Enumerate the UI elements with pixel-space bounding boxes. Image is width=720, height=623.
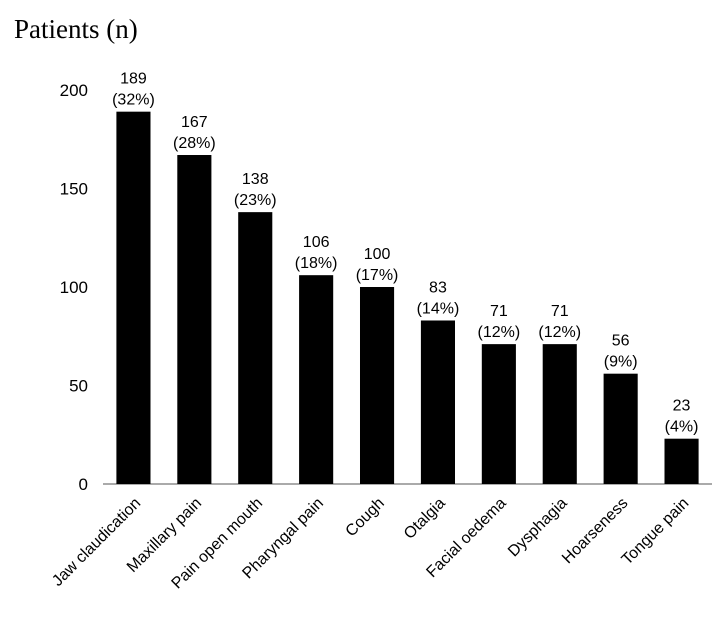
y-tick-label: 50 bbox=[69, 377, 88, 396]
y-tick-label: 150 bbox=[60, 180, 88, 199]
bar bbox=[420, 320, 456, 484]
y-tick-label: 0 bbox=[79, 475, 88, 494]
bar-value-label: 56 bbox=[612, 333, 630, 350]
bar bbox=[359, 287, 395, 484]
bar-percent-label: (9%) bbox=[604, 354, 638, 371]
bar-percent-label: (4%) bbox=[665, 419, 699, 436]
bar bbox=[542, 344, 577, 484]
bar bbox=[177, 155, 212, 484]
bar-percent-label: (12%) bbox=[538, 324, 581, 341]
data-labels-group: 189 (32%) 167 (28%) 138 (23%) 106 (18%) 100 (17%)… bbox=[112, 71, 698, 436]
bar-value-label: 189 bbox=[120, 71, 147, 88]
bar-percent-label: (14%) bbox=[417, 300, 460, 317]
bar-percent-label: (17%) bbox=[356, 267, 399, 284]
bar bbox=[481, 344, 516, 484]
bar-value-label: 23 bbox=[673, 398, 691, 415]
x-tick-label: Otalgia bbox=[401, 495, 449, 543]
x-tick-label: Cough bbox=[343, 495, 388, 540]
bar bbox=[603, 373, 638, 484]
bar-value-label: 100 bbox=[364, 246, 391, 263]
bar bbox=[664, 438, 699, 484]
bars-group bbox=[116, 111, 699, 485]
y-tick-label: 100 bbox=[60, 278, 88, 297]
bar bbox=[299, 275, 334, 484]
bar-value-label: 71 bbox=[490, 303, 508, 320]
y-tick-label: 200 bbox=[60, 81, 88, 100]
bar-value-label: 71 bbox=[551, 303, 569, 320]
y-ticks: 0 50 100 150 200 bbox=[60, 81, 88, 494]
bar-value-label: 138 bbox=[242, 171, 269, 188]
y-axis-title: Patients (n) bbox=[14, 14, 138, 44]
bar-value-label: 106 bbox=[303, 234, 330, 251]
x-tick-label: Dysphagia bbox=[505, 495, 571, 561]
bar-percent-label: (18%) bbox=[295, 255, 338, 272]
bar-value-label: 83 bbox=[429, 279, 447, 296]
bar bbox=[116, 111, 151, 485]
bar-percent-label: (12%) bbox=[478, 324, 521, 341]
bar-percent-label: (32%) bbox=[112, 92, 155, 109]
bar-value-label: 167 bbox=[181, 114, 208, 131]
bar-percent-label: (23%) bbox=[234, 192, 277, 209]
x-tick-label: Jaw claudication bbox=[49, 495, 144, 590]
bar-percent-label: (28%) bbox=[173, 135, 216, 152]
bar bbox=[238, 212, 273, 484]
